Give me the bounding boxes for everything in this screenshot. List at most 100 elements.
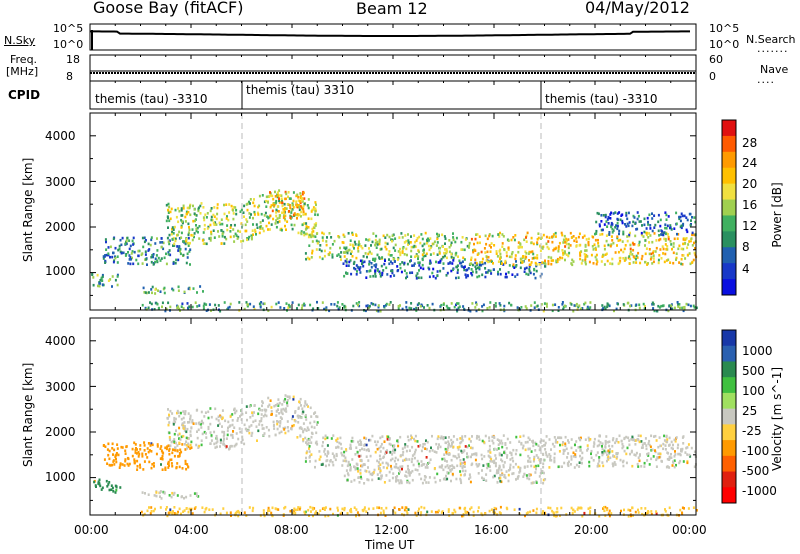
velocity-cell (233, 407, 236, 411)
velocity-cell (640, 440, 643, 443)
velocity-cell (176, 512, 179, 516)
power-cell (561, 233, 564, 237)
velocity-cell (131, 447, 134, 451)
power-cell (227, 306, 230, 310)
velocity-cell (532, 459, 535, 463)
nsky-tick-top: 10^5 (53, 22, 84, 35)
power-cell (664, 252, 667, 256)
power-cell (131, 250, 134, 253)
velocity-cell (187, 421, 190, 424)
velocity-cell (346, 512, 349, 515)
power-cell (435, 260, 437, 264)
velocity-cell (254, 419, 257, 422)
power-cell (550, 256, 553, 259)
power-cell (296, 204, 298, 207)
power-cell (284, 206, 286, 210)
power-cell (617, 239, 620, 242)
power-cell (429, 237, 432, 240)
velocity-cell (403, 508, 406, 512)
power-cell (268, 221, 270, 225)
velocity-cell (136, 459, 139, 463)
velocity-cell (482, 464, 485, 467)
velocity-cell (267, 405, 270, 408)
power-cell (144, 250, 147, 253)
velocity-cell (185, 507, 188, 510)
power-cell (691, 233, 694, 237)
power-cell (570, 303, 573, 306)
power-cell (424, 231, 427, 235)
velocity-cell (252, 506, 255, 510)
power-cell (310, 235, 313, 239)
power-cell (146, 263, 148, 266)
power-cell (340, 251, 343, 254)
velocity-cell (189, 430, 192, 433)
power-cell (436, 274, 439, 277)
power-cell (243, 215, 245, 218)
power-cell (616, 217, 619, 221)
power-cell (376, 240, 379, 244)
velocity-cell (688, 453, 691, 457)
velocity-cell (274, 404, 277, 407)
velocity-cell (400, 481, 403, 485)
velocity-cell (592, 459, 595, 462)
power-cell (114, 246, 117, 250)
power-cell (624, 244, 627, 247)
velocity-cell (633, 453, 636, 456)
velocity-cell (308, 456, 311, 459)
power-cell (191, 234, 194, 237)
velocity-cell (507, 469, 510, 472)
power-cell (155, 254, 158, 257)
power-cell (686, 246, 689, 250)
velocity-cell (615, 437, 618, 441)
power-cell (333, 239, 336, 243)
power-cell (597, 242, 600, 245)
velocity-cell (303, 510, 306, 514)
velocity-cell (304, 400, 307, 403)
power-cell (225, 203, 228, 206)
power-cell (463, 248, 466, 252)
velocity-cell (563, 461, 566, 465)
power-cell (253, 210, 256, 214)
velocity-cell (363, 448, 366, 451)
velocity-cell (548, 453, 551, 456)
power-colorbar-swatch (722, 263, 736, 280)
power-cell (374, 272, 377, 275)
velocity-cell (398, 470, 401, 474)
power-cell (258, 204, 261, 208)
velocity-cell (650, 449, 653, 452)
power-cell (385, 247, 388, 251)
power-cell (632, 255, 635, 258)
power-cell (349, 259, 352, 262)
velocity-cell (173, 506, 176, 509)
power-cell (605, 252, 608, 256)
velocity-cell (527, 436, 530, 440)
velocity-cell (369, 472, 372, 476)
power-cell (228, 305, 231, 309)
power-cell (589, 301, 592, 304)
power-cell (460, 240, 463, 244)
power-cell (269, 214, 272, 218)
power-cell (239, 230, 242, 233)
velocity-cell (150, 442, 153, 445)
power-cell (671, 307, 674, 311)
power-cell (586, 255, 589, 258)
velocity-cell (261, 427, 264, 430)
power-cell (649, 224, 652, 227)
power-cell (469, 309, 472, 313)
power-cell (328, 309, 331, 313)
power-cell (362, 264, 365, 268)
power-cell (429, 259, 432, 263)
velocity-cell (426, 466, 429, 469)
power-cell (667, 309, 670, 313)
power-cell (562, 307, 565, 311)
velocity-cell (197, 428, 200, 432)
power-cell (173, 242, 176, 246)
power-cell (172, 288, 175, 292)
power-cell (388, 235, 391, 239)
velocity-cell (621, 446, 624, 450)
power-cell (261, 227, 264, 230)
power-cell (301, 223, 304, 227)
power-cell (528, 267, 531, 271)
velocity-cell (598, 443, 601, 447)
velocity-cell (171, 512, 174, 515)
